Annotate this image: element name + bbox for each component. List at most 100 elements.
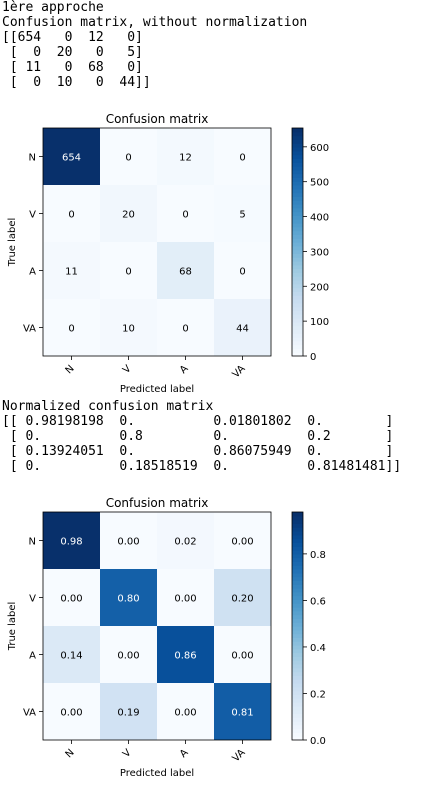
heatmap-cell	[157, 683, 214, 740]
heatmap-cell	[43, 242, 100, 299]
cell-value-label: 68	[179, 267, 192, 278]
colorbar-segment	[292, 196, 303, 201]
heatmap-cell	[157, 185, 214, 242]
colorbar-segment	[292, 709, 303, 714]
colorbar-segment	[292, 565, 303, 570]
heatmap-cell	[157, 512, 214, 569]
colorbar-segment	[292, 648, 303, 654]
cell-value-label: 10	[122, 324, 135, 335]
colorbar-segment	[292, 686, 303, 692]
cell-value-label: 0	[182, 210, 188, 221]
heatmap-cell	[43, 569, 100, 626]
colorbar-segment	[292, 527, 303, 532]
colorbar-segment	[292, 245, 303, 251]
colorbar-segment	[292, 204, 303, 209]
heatmap-cell	[43, 299, 100, 356]
colorbar-segment	[292, 192, 303, 197]
cell-value-label: 0.86	[174, 651, 196, 662]
heatmap-cell	[43, 128, 100, 185]
heatmap-cell	[214, 242, 271, 299]
colorbar-segment	[292, 299, 303, 304]
colorbar-segment	[292, 200, 303, 205]
colorbar-frame	[291, 511, 304, 741]
colorbar-segment	[292, 519, 303, 524]
y-tick-label: N	[29, 537, 36, 548]
heatmap-cell	[157, 128, 214, 185]
colorbar-segment	[292, 295, 303, 300]
colorbar-segment	[292, 591, 303, 597]
colorbar-segment	[292, 337, 303, 342]
plot-frame	[42, 511, 272, 741]
x-axis-label: Predicted label	[120, 768, 194, 778]
heatmap-cell	[100, 128, 157, 185]
colorbar-segment	[292, 169, 303, 175]
y-axis-label: True label	[7, 218, 18, 268]
cell-value-label: 0.00	[174, 594, 196, 605]
cell-value-label: 0	[182, 324, 188, 335]
cell-value-label: 0.00	[60, 708, 82, 719]
colorbar-tick-label: 500	[310, 178, 329, 189]
colorbar-tick-label: 200	[310, 282, 329, 293]
colorbar-segment	[292, 291, 303, 296]
colorbar-segment	[292, 280, 303, 285]
colorbar-segment	[292, 154, 303, 159]
colorbar-frame	[291, 127, 304, 357]
heatmap-cell	[214, 299, 271, 356]
x-tick-label: V	[121, 747, 134, 760]
cell-value-label: 0.81	[231, 708, 253, 719]
colorbar-segment	[292, 329, 303, 334]
cell-value-label: 0	[68, 210, 74, 221]
console-output-normalized: Normalized confusion matrix [[ 0.9819819…	[2, 399, 401, 474]
colorbar-tick-label: 0.6	[310, 596, 326, 607]
colorbar-segment	[292, 147, 303, 152]
colorbar-segment	[292, 512, 303, 517]
colorbar-segment	[292, 268, 303, 273]
heatmap-cell	[214, 683, 271, 740]
colorbar-tick-label: 0.8	[310, 550, 326, 561]
heatmap-cell	[100, 626, 157, 683]
colorbar-segment	[292, 523, 303, 528]
cell-value-label: 12	[179, 153, 192, 164]
colorbar-tick-label: 600	[310, 143, 329, 154]
colorbar-segment	[292, 660, 303, 665]
heatmap-cell	[214, 626, 271, 683]
colorbar-segment	[292, 230, 303, 235]
colorbar-segment	[292, 679, 303, 684]
colorbar-segment	[292, 576, 303, 581]
colorbar-segment	[292, 253, 303, 258]
cell-value-label: 0.00	[117, 537, 139, 548]
colorbar-segment	[292, 690, 303, 695]
output-line: [[654 0 12 0]	[2, 30, 143, 45]
colorbar-segment	[292, 534, 303, 540]
heatmap-cell	[100, 242, 157, 299]
colorbar-segment	[292, 736, 303, 741]
chart-title: Confusion matrix	[106, 112, 209, 126]
heatmap-cell	[100, 299, 157, 356]
colorbar-segment	[292, 287, 303, 292]
cell-value-label: 0	[125, 153, 131, 164]
cell-value-label: 0.00	[60, 594, 82, 605]
output-line: [ 0. 0.18518519 0. 0.81481481]]	[2, 459, 402, 474]
colorbar-segment	[292, 276, 303, 281]
colorbar-segment	[292, 603, 303, 608]
colorbar-segment	[292, 561, 303, 566]
y-tick-label: VA	[23, 708, 36, 719]
x-tick-label: VA	[231, 747, 248, 764]
colorbar-segment	[292, 637, 303, 642]
colorbar-segment	[292, 705, 303, 711]
y-tick-label: A	[29, 267, 36, 278]
colorbar-tick-label: 100	[310, 317, 329, 328]
colorbar-segment	[292, 546, 303, 551]
cell-value-label: 5	[239, 210, 245, 221]
colorbar-segment	[292, 162, 303, 167]
heatmap-cell	[214, 512, 271, 569]
colorbar-segment	[292, 652, 303, 657]
x-tick-label: A	[178, 747, 191, 760]
colorbar-segment	[292, 352, 303, 357]
heatmap-cell	[214, 128, 271, 185]
heatmap-cell	[43, 683, 100, 740]
colorbar-segment	[292, 302, 303, 308]
colorbar-segment	[292, 166, 303, 171]
colorbar-segment	[292, 249, 303, 254]
